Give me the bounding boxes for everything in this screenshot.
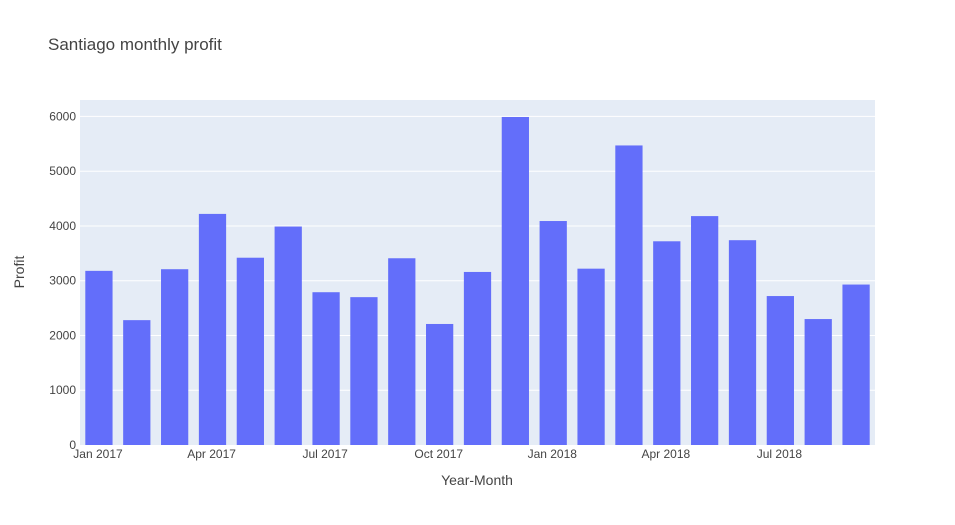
bar-2017-03 (161, 269, 189, 445)
bar-2017-06 (274, 226, 302, 445)
y-tick-label: 2000 (49, 328, 76, 342)
bar-2017-12 (501, 116, 529, 445)
y-axis-title: Profit (11, 256, 27, 289)
x-tick-label: Oct 2017 (414, 447, 463, 461)
x-tick-label: Apr 2018 (642, 447, 691, 461)
bar-2018-07 (766, 296, 794, 445)
bar-2017-02 (123, 320, 151, 445)
y-tick-label: 3000 (49, 274, 76, 288)
x-tick-label: Jan 2018 (528, 447, 578, 461)
y-tick-label: 0 (69, 438, 76, 452)
y-tick-labels: 0 1000 2000 3000 4000 5000 6000 (49, 109, 76, 452)
bar-2017-04 (198, 213, 227, 445)
bar-2018-01 (539, 221, 567, 445)
chart-title: Santiago monthly profit (48, 35, 222, 54)
bar-2017-10 (426, 323, 454, 445)
bar-2017-08 (350, 297, 378, 445)
bar-2018-05 (691, 216, 719, 445)
x-tick-label: Jul 2018 (757, 447, 803, 461)
bar-2018-02 (577, 268, 605, 445)
y-tick-label: 1000 (49, 383, 76, 397)
bar-2017-05 (236, 257, 264, 445)
bar-2017-09 (388, 258, 416, 445)
x-tick-label: Jul 2017 (302, 447, 348, 461)
bar-2018-03 (615, 145, 643, 445)
bars (85, 116, 870, 445)
y-tick-label: 6000 (49, 109, 76, 123)
bar-2018-06 (728, 240, 757, 445)
x-tick-label: Apr 2017 (187, 447, 236, 461)
y-tick-label: 5000 (49, 164, 76, 178)
y-tick-label: 4000 (49, 219, 76, 233)
bar-2017-11 (463, 271, 492, 445)
bar-2018-04 (653, 241, 681, 445)
x-tick-label: Jan 2017 (73, 447, 123, 461)
bar-2018-08 (804, 319, 832, 445)
bar-2018-09 (842, 284, 870, 445)
x-axis-title: Year-Month (441, 472, 513, 488)
bar-2017-01 (85, 270, 113, 445)
x-tick-labels: Jan 2017 Apr 2017 Jul 2017 Oct 2017 Jan 2018… (73, 447, 802, 461)
bar-2017-07 (312, 292, 340, 445)
